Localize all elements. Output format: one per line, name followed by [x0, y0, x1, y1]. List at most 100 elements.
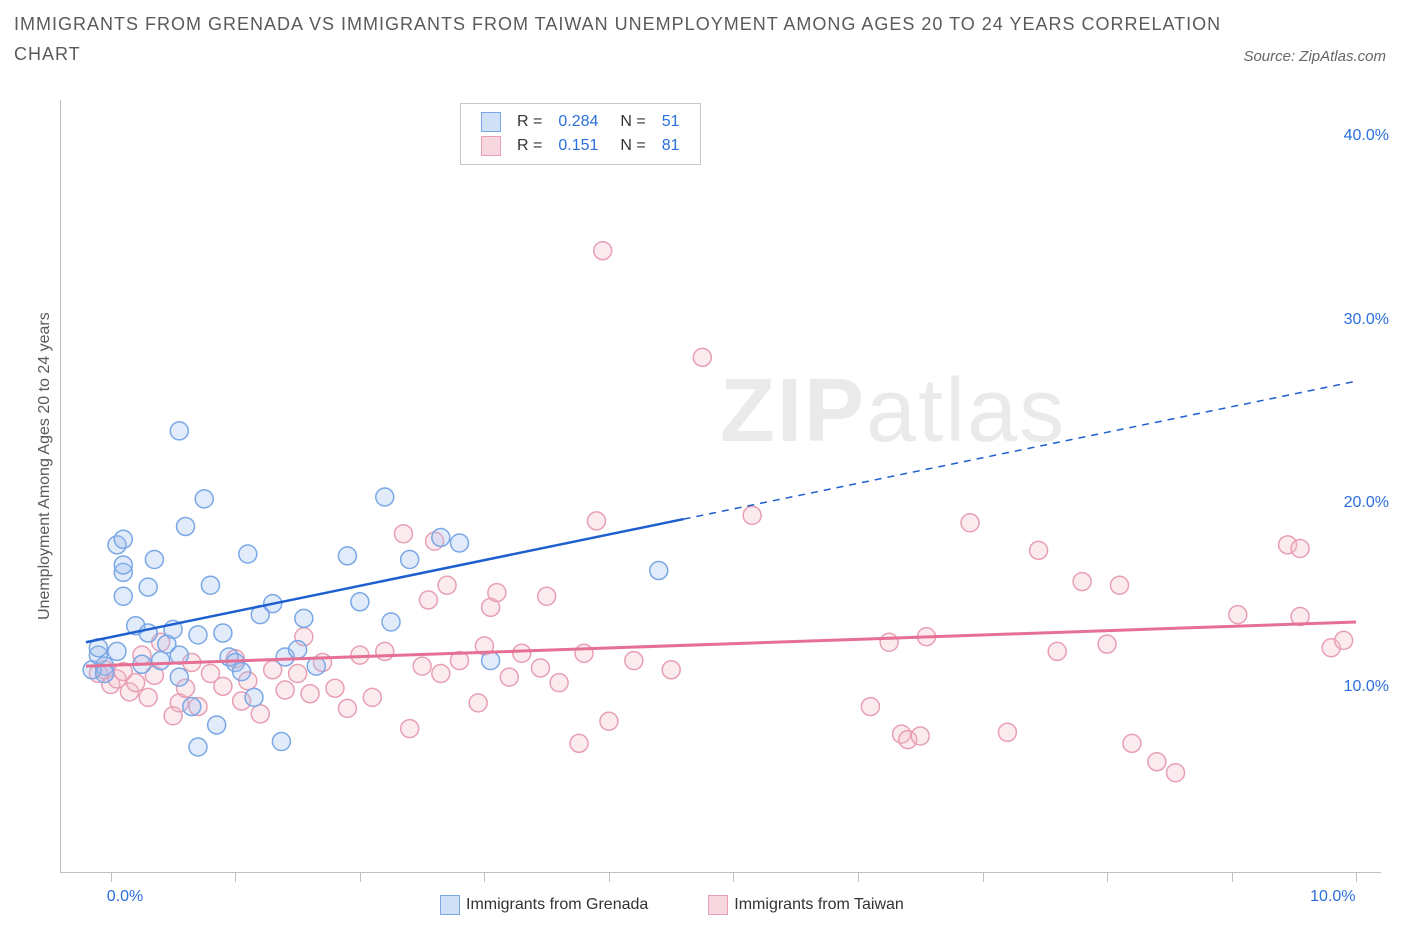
taiwan-point — [413, 657, 431, 675]
taiwan-point — [394, 525, 412, 543]
grenada-point — [650, 562, 668, 580]
x-tick-label: 0.0% — [107, 888, 143, 906]
taiwan-point — [338, 699, 356, 717]
taiwan-point — [301, 685, 319, 703]
grenada-point — [245, 688, 263, 706]
legend-swatch — [481, 136, 501, 156]
legend-r-label: R = — [509, 134, 550, 158]
grenada-point — [108, 642, 126, 660]
grenada-point — [114, 556, 132, 574]
grenada-point — [145, 551, 163, 569]
x-tick — [609, 872, 610, 882]
taiwan-point — [743, 506, 761, 524]
grenada-point — [114, 587, 132, 605]
grenada-point — [401, 551, 419, 569]
legend-n-label: N = — [606, 134, 653, 158]
grenada-point — [295, 609, 313, 627]
legend-n-value: 51 — [654, 110, 688, 134]
grenada-point — [351, 593, 369, 611]
taiwan-point — [538, 587, 556, 605]
legend-swatch — [440, 895, 460, 915]
scatter-plot: 0.0%10.0%10.0%20.0%30.0%40.0% — [60, 100, 1381, 873]
taiwan-point — [1335, 631, 1353, 649]
plot-svg — [61, 100, 1381, 872]
taiwan-point — [488, 584, 506, 602]
taiwan-trend-line — [86, 622, 1356, 666]
taiwan-point — [625, 652, 643, 670]
legend-row: R =0.151N =81 — [473, 134, 688, 158]
y-tick-label: 20.0% — [1309, 494, 1389, 512]
grenada-point — [183, 698, 201, 716]
grenada-point — [170, 668, 188, 686]
grenada-point — [170, 422, 188, 440]
taiwan-point — [662, 661, 680, 679]
x-tick — [858, 872, 859, 882]
taiwan-point — [1098, 635, 1116, 653]
grenada-point — [114, 530, 132, 548]
taiwan-point — [1110, 576, 1128, 594]
correlation-legend-table: R =0.284N =51R =0.151N =81 — [473, 110, 688, 158]
taiwan-point — [550, 674, 568, 692]
taiwan-point — [251, 705, 269, 723]
x-tick-label: 10.0% — [1310, 888, 1355, 906]
taiwan-point — [575, 644, 593, 662]
x-tick — [733, 872, 734, 882]
grenada-point — [233, 663, 251, 681]
taiwan-point — [419, 591, 437, 609]
y-tick-label: 30.0% — [1309, 311, 1389, 329]
x-tick — [983, 872, 984, 882]
grenada-point — [208, 716, 226, 734]
series-legend-label: Immigrants from Taiwan — [734, 896, 904, 913]
legend-n-label: N = — [606, 110, 653, 134]
x-tick — [111, 872, 112, 882]
source-attribution: Source: ZipAtlas.com — [1243, 48, 1386, 65]
grenada-point — [152, 652, 170, 670]
taiwan-point — [1291, 539, 1309, 557]
taiwan-point — [587, 512, 605, 530]
x-tick — [484, 872, 485, 882]
correlation-legend: R =0.284N =51R =0.151N =81 — [460, 103, 701, 165]
taiwan-point — [1229, 606, 1247, 624]
grenada-point — [214, 624, 232, 642]
grenada-trend-line-dashed — [684, 381, 1356, 519]
grenada-point — [177, 517, 195, 535]
taiwan-point — [276, 681, 294, 699]
y-tick-label: 10.0% — [1309, 678, 1389, 696]
taiwan-point — [861, 698, 879, 716]
taiwan-point — [289, 664, 307, 682]
series-legend-item: Immigrants from Grenada — [440, 895, 648, 915]
taiwan-point — [911, 727, 929, 745]
chart-title-line1: IMMIGRANTS FROM GRENADA VS IMMIGRANTS FR… — [14, 14, 1221, 35]
taiwan-point — [139, 688, 157, 706]
taiwan-point — [432, 664, 450, 682]
taiwan-point — [1148, 753, 1166, 771]
taiwan-point — [1030, 541, 1048, 559]
grenada-point — [189, 738, 207, 756]
grenada-point — [382, 613, 400, 631]
grenada-point — [482, 652, 500, 670]
taiwan-point — [401, 720, 419, 738]
grenada-point — [338, 547, 356, 565]
legend-r-value: 0.284 — [550, 110, 606, 134]
y-axis-title: Unemployment Among Ages 20 to 24 years — [36, 312, 54, 620]
taiwan-point — [570, 734, 588, 752]
grenada-point — [272, 732, 290, 750]
series-legend-item: Immigrants from Taiwan — [708, 895, 904, 915]
legend-swatch — [481, 112, 501, 132]
grenada-point — [201, 576, 219, 594]
taiwan-point — [1167, 764, 1185, 782]
taiwan-point — [1073, 573, 1091, 591]
x-tick — [1107, 872, 1108, 882]
grenada-point — [289, 641, 307, 659]
grenada-point — [189, 626, 207, 644]
taiwan-point — [1048, 642, 1066, 660]
legend-r-label: R = — [509, 110, 550, 134]
taiwan-point — [469, 694, 487, 712]
taiwan-point — [594, 242, 612, 260]
taiwan-point — [326, 679, 344, 697]
taiwan-point — [500, 668, 518, 686]
taiwan-point — [214, 677, 232, 695]
taiwan-point — [998, 723, 1016, 741]
taiwan-point — [513, 644, 531, 662]
legend-n-value: 81 — [654, 134, 688, 158]
